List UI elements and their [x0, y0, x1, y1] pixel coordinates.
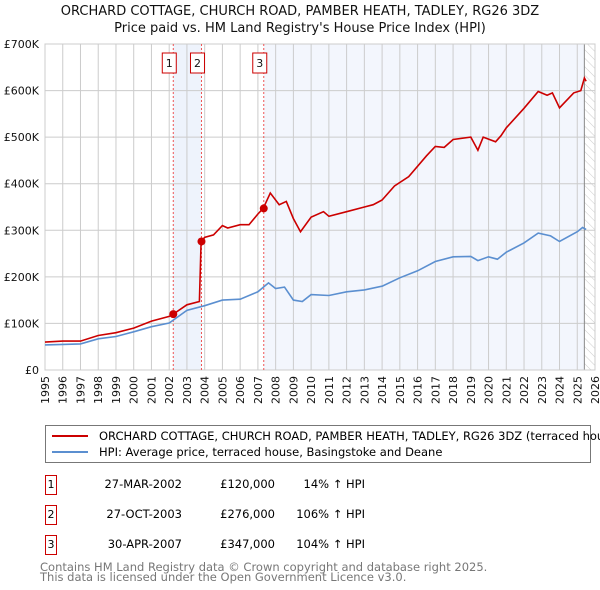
sale-label: 3 — [256, 57, 263, 70]
transaction-date: 27-OCT-2003 — [106, 507, 182, 521]
x-tick-label: 2019 — [465, 376, 478, 404]
transaction-number: 3 — [45, 535, 57, 555]
y-tick-label: £0 — [25, 364, 39, 377]
x-tick-label: 2015 — [394, 376, 407, 404]
x-tick-label: 2000 — [128, 376, 141, 404]
y-tick-label: £700K — [4, 38, 40, 51]
transaction-number: 2 — [45, 505, 57, 525]
footer-licence: This data is licensed under the Open Gov… — [40, 570, 407, 584]
plot-border — [44, 43, 596, 371]
sale-label: 1 — [166, 57, 173, 70]
x-tick-label: 1998 — [92, 376, 105, 404]
x-tick-label: 2023 — [536, 376, 549, 404]
x-tick-label: 2005 — [216, 376, 229, 404]
transaction-price: £120,000 — [220, 477, 275, 491]
transaction-hpi-change: 104% ↑ HPI — [296, 537, 365, 551]
x-tick-label: 2016 — [412, 376, 425, 404]
legend-item-hpi: HPI: Average price, terraced house, Basi… — [46, 444, 590, 460]
footer-copyright: Contains HM Land Registry data © Crown c… — [40, 560, 488, 574]
legend-blue-line — [52, 451, 88, 453]
transaction-number: 1 — [45, 475, 57, 495]
transaction-date: 27-MAR-2002 — [104, 477, 182, 491]
x-tick-label: 1997 — [74, 376, 87, 404]
sale-label-box — [161, 52, 177, 74]
price-chart: 1995 1996 1997 1998 1999 2000 2001 2002 2003 2004… — [4, 38, 600, 404]
transaction-hpi-change: 14% ↑ HPI — [303, 477, 365, 491]
x-tick-label: 2001 — [145, 376, 158, 404]
x-tick-label: 1999 — [110, 376, 123, 404]
legend-label: ORCHARD COTTAGE, CHURCH ROAD, PAMBER HEA… — [99, 429, 600, 443]
legend-red-line — [52, 435, 88, 437]
x-tick-label: 2013 — [358, 376, 371, 404]
sale-label-box — [189, 52, 205, 74]
x-tick-label: 2012 — [341, 376, 354, 404]
x-tick-label: 2024 — [554, 376, 567, 404]
transaction-hpi-change: 106% ↑ HPI — [296, 507, 365, 521]
x-tick-label: 2002 — [163, 376, 176, 404]
x-tick-label: 2008 — [270, 376, 283, 404]
x-tick-label: 2010 — [305, 376, 318, 404]
y-tick-label: £200K — [4, 271, 40, 284]
transaction-price: £347,000 — [220, 537, 275, 551]
x-tick-label: 2018 — [447, 376, 460, 404]
x-tick-label: 1995 — [39, 376, 52, 404]
x-tick-label: 2022 — [518, 376, 531, 404]
sale-label: 2 — [194, 57, 201, 70]
sale-point — [169, 310, 178, 319]
x-tick-label: 2026 — [589, 376, 600, 404]
x-tick-label: 2004 — [199, 376, 212, 404]
x-tick-label: 2011 — [323, 376, 336, 404]
x-tick-label: 2014 — [376, 376, 389, 404]
chart-subtitle: Price paid vs. HM Land Registry's House … — [114, 21, 486, 36]
legend: ORCHARD COTTAGE, CHURCH ROAD, PAMBER HEA… — [45, 425, 600, 463]
price-paid-line — [44, 75, 587, 343]
legend-item-property: ORCHARD COTTAGE, CHURCH ROAD, PAMBER HEA… — [46, 428, 600, 444]
transaction-price: £276,000 — [220, 507, 275, 521]
x-tick-label: 2017 — [429, 376, 442, 404]
x-tick-label: 2020 — [483, 376, 496, 404]
x-tick-label: 2006 — [234, 376, 247, 404]
x-tick-label: 2003 — [181, 376, 194, 404]
x-tick-label: 2007 — [252, 376, 265, 404]
legend-label: HPI: Average price, terraced house, Basi… — [99, 445, 443, 459]
x-tick-label: 2025 — [571, 376, 584, 404]
y-tick-label: £400K — [4, 178, 40, 191]
x-tick-label: 1996 — [57, 376, 70, 404]
sale-point — [259, 204, 268, 213]
x-tick-label: 2021 — [500, 376, 513, 404]
y-tick-label: £500K — [4, 131, 40, 144]
sale-point — [197, 237, 206, 246]
x-tick-label: 2009 — [287, 376, 300, 404]
y-tick-label: £100K — [4, 317, 40, 330]
y-tick-label: £300K — [4, 224, 40, 237]
chart-title: ORCHARD COTTAGE, CHURCH ROAD, PAMBER HEA… — [60, 4, 540, 19]
transaction-date: 30-APR-2007 — [107, 537, 182, 551]
future-hatch — [584, 44, 595, 370]
y-tick-label: £600K — [4, 85, 40, 98]
ownership-shade — [263, 44, 585, 370]
sale-label-box — [252, 52, 268, 74]
hpi-line — [44, 226, 587, 346]
